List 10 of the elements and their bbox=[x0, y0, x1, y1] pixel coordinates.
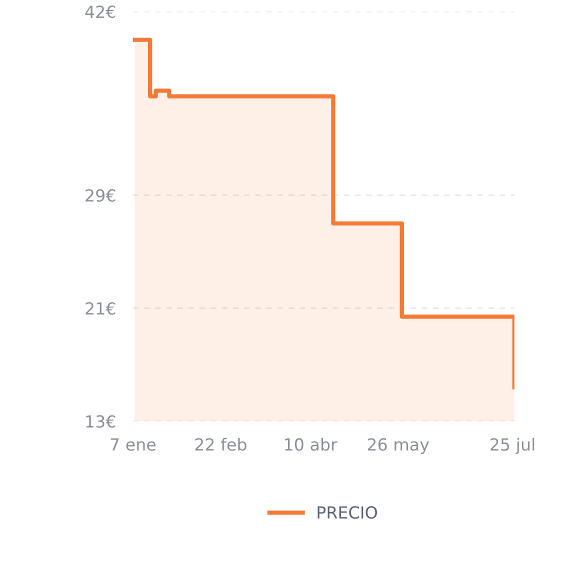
legend-label: PRECIO bbox=[318, 506, 377, 519]
x-tick-label: 25 jul bbox=[490, 438, 534, 454]
x-tick-label: 10 abr bbox=[285, 438, 338, 451]
y-tick-label: 13€ bbox=[86, 415, 116, 428]
x-tick-label: 22 feb bbox=[195, 438, 246, 451]
x-tick-label: 7 ene bbox=[110, 438, 156, 451]
y-tick-label: 29€ bbox=[86, 189, 116, 202]
y-tick-label: 42€ bbox=[85, 6, 116, 18]
y-tick-label: 21€ bbox=[86, 302, 116, 315]
x-tick-label: 26 may bbox=[368, 438, 429, 454]
